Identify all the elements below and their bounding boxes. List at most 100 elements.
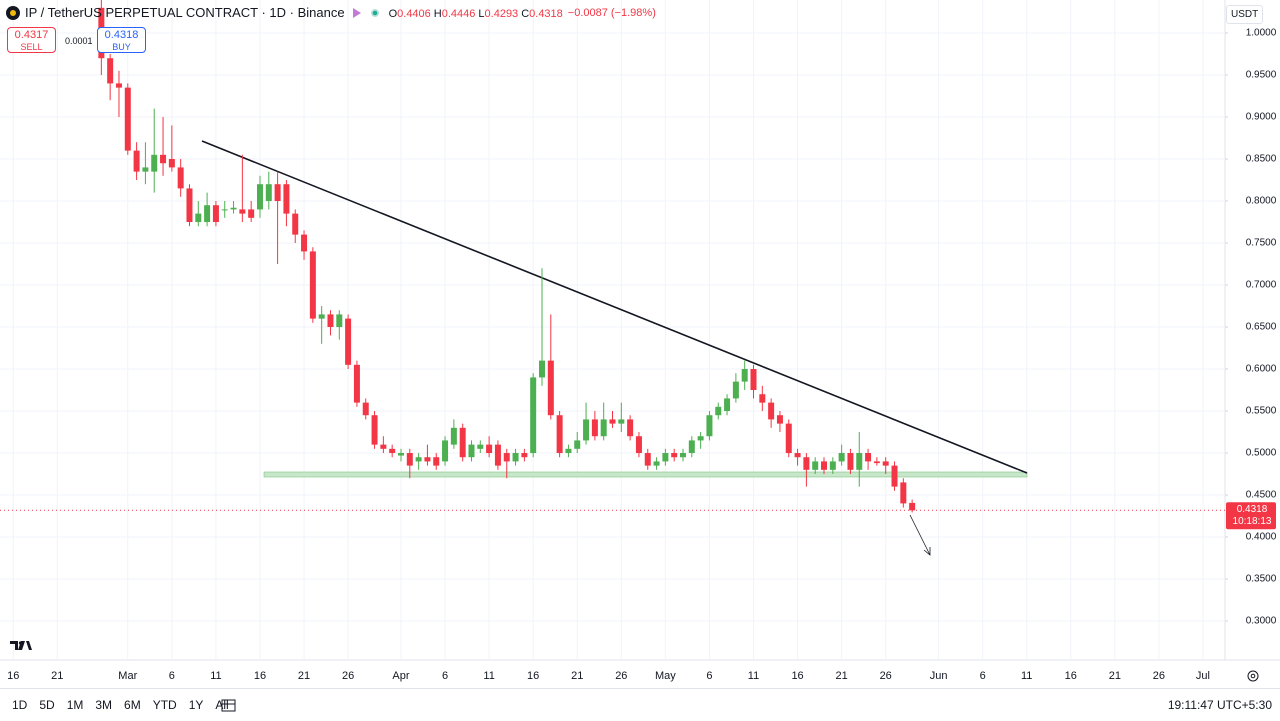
flag-icon[interactable]: [350, 6, 364, 20]
range-button[interactable]: 1Y: [188, 698, 204, 712]
sell-price: 0.4317: [14, 29, 49, 41]
range-button[interactable]: 1M: [66, 698, 84, 712]
ohlc-value: 0.4318: [529, 8, 563, 20]
y-tick-label: 0.9500: [1246, 70, 1277, 81]
x-tick-label: 11: [483, 670, 494, 682]
y-tick-label: 0.8500: [1246, 154, 1277, 165]
x-tick-label: Jun: [930, 670, 948, 682]
x-tick-label: 21: [298, 670, 310, 682]
candle-body: [838, 453, 845, 462]
candle-body: [706, 415, 713, 437]
candle-body: [556, 415, 563, 454]
candle-body: [301, 234, 308, 252]
arrow-head: [923, 547, 931, 556]
symbol-title: IP / TetherUS PERPETUAL CONTRACT · 1D · …: [25, 5, 345, 20]
buy-button[interactable]: 0.4318 BUY: [97, 27, 146, 53]
y-tick-label: 0.6500: [1246, 322, 1277, 333]
x-tick-label: 16: [527, 670, 539, 682]
sell-label: SELL: [20, 42, 43, 52]
currency[interactable]: USDT: [1226, 5, 1264, 24]
ohlc-value: 0.4406: [397, 8, 431, 20]
candle-body: [865, 453, 872, 462]
x-tick-label: 26: [615, 670, 627, 682]
candle-body: [750, 369, 757, 391]
symbol-icon: [6, 5, 20, 20]
x-tick-label: Apr: [392, 670, 409, 682]
candle-body: [539, 360, 545, 378]
candle-body: [459, 427, 466, 458]
candle-body: [591, 419, 598, 437]
date-range-icon[interactable]: [220, 697, 238, 713]
price-tag-price: 0.4318: [1237, 504, 1268, 515]
y-tick-label: 0.4500: [1246, 490, 1277, 501]
candle-body: [662, 453, 669, 462]
ohlc-value: 0.4293: [484, 8, 519, 20]
ohlc-label: L: [478, 8, 485, 20]
header: IP / TetherUS PERPETUAL CONTRACT · 1D · …: [6, 5, 656, 20]
support-zone: [263, 471, 1028, 478]
sell-button[interactable]: 0.4317 SELL: [7, 27, 56, 53]
x-tick-label: 6: [706, 670, 712, 682]
ohlc-value: 0.4446: [441, 8, 476, 20]
candle-body: [371, 415, 378, 445]
x-tick-label: 21: [571, 670, 583, 682]
y-tick-label: 0.4000: [1246, 532, 1277, 543]
candle-body: [318, 314, 325, 319]
candle-body: [345, 318, 352, 365]
candle-body: [653, 461, 660, 466]
candle-body: [477, 444, 484, 449]
candle-body: [741, 369, 748, 382]
x-tick-label: May: [655, 670, 676, 682]
ohlc-label: H: [433, 8, 442, 20]
candle-body: [697, 436, 704, 441]
candle-body: [812, 461, 819, 470]
candle-body: [829, 461, 836, 470]
settings-icon[interactable]: [1247, 670, 1259, 682]
candle-body: [283, 184, 290, 214]
candle-body: [547, 360, 554, 416]
candle-body: [785, 423, 792, 454]
candle-body: [124, 87, 131, 151]
grid: [0, 0, 1225, 660]
y-tick-label: 0.9000: [1246, 112, 1277, 123]
toolbar: 19:11:47 UTC+5:30 1D 5D 1M 3M 6M YTD 1Y All: [0, 688, 1280, 721]
candle-body: [186, 188, 193, 223]
candle-body: [256, 184, 263, 210]
buy-label: BUY: [112, 42, 131, 52]
y-tick-label: 0.5000: [1246, 448, 1277, 459]
candle-body: [909, 502, 916, 511]
candle-body: [521, 453, 528, 458]
candle-body: [776, 415, 783, 424]
y-tick-label: 0.3500: [1246, 574, 1277, 585]
candle-body: [274, 184, 281, 202]
candle-body: [336, 314, 343, 328]
chart: 0.3000 0.3500 0.4000 0.4500 0.5000 0.5500 0.60…: [0, 0, 1280, 682]
candle-body: [635, 436, 642, 454]
candle-body: [600, 419, 607, 437]
price-tag-countdown: 10:18:13: [1233, 516, 1272, 527]
candle-body: [107, 58, 114, 84]
range-button[interactable]: 1D: [12, 698, 28, 712]
candle-body: [891, 465, 898, 487]
candle-body: [353, 364, 360, 403]
range-button[interactable]: YTD: [152, 698, 177, 712]
x-tick-label: 26: [342, 670, 354, 682]
candle-body: [397, 453, 404, 456]
candle-body: [609, 419, 616, 424]
spread: 0.0001: [65, 36, 93, 46]
candle-body: [724, 398, 731, 412]
candle-body: [882, 461, 889, 466]
ohlc-values: O0.4406 H0.4446 L0.4293 C0.4318: [386, 5, 563, 20]
candle-body: [433, 457, 440, 466]
candle-body: [565, 448, 572, 454]
x-tick-label: 16: [254, 670, 266, 682]
range-button[interactable]: 3M: [95, 698, 113, 712]
range-button[interactable]: 6M: [124, 698, 141, 712]
clock: 19:11:47 UTC+5:30: [1167, 698, 1272, 712]
candle-body: [230, 207, 237, 210]
range-button[interactable]: 5D: [39, 698, 55, 712]
x-tick-label: 11: [210, 670, 221, 682]
axes: 0.3000 0.3500 0.4000 0.4500 0.5000 0.5500 0.60…: [7, 28, 1277, 682]
candle-body: [530, 377, 537, 454]
candle-body: [406, 453, 413, 466]
